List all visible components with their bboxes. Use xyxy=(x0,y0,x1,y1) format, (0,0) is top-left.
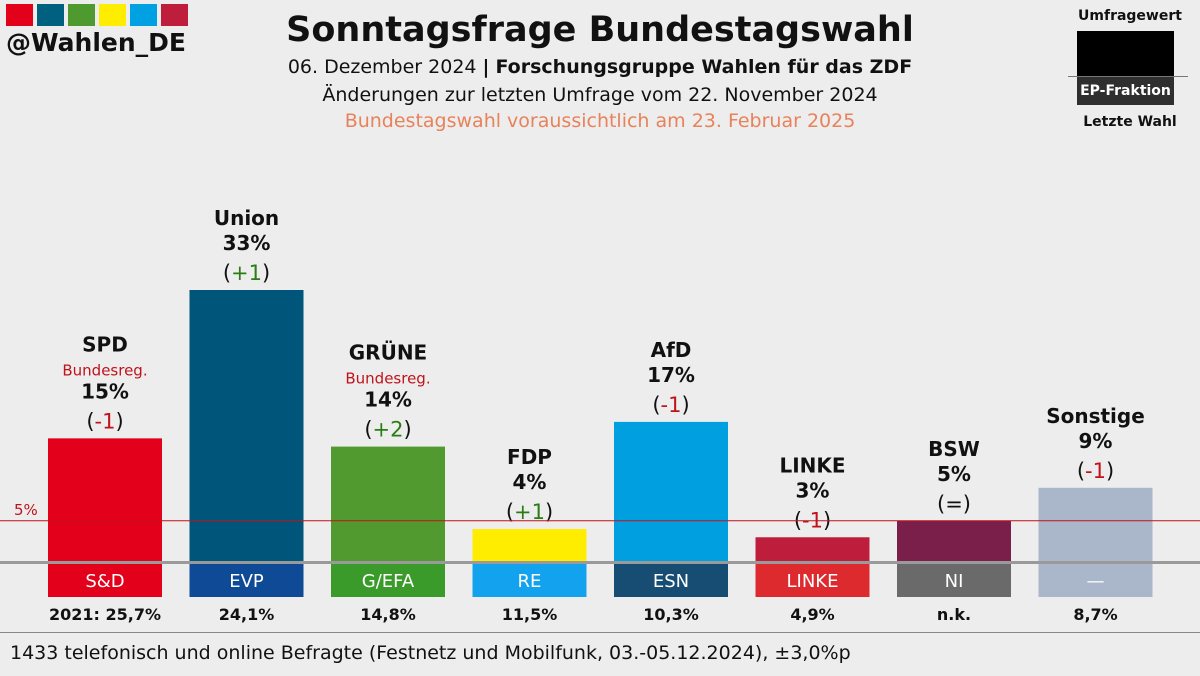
party-label-2: GRÜNE xyxy=(349,341,427,365)
value-label-3: 4% xyxy=(513,470,547,494)
legend-poll-value-swatch xyxy=(1077,31,1174,77)
ep-box-2 xyxy=(331,564,445,597)
change-label-5: (-1) xyxy=(794,508,831,532)
last-election-5: 4,9% xyxy=(790,605,834,624)
ep-box-5 xyxy=(755,564,870,597)
gov-label-2: Bundesreg. xyxy=(345,370,430,388)
legend-last-election-label: Letzte Wahl xyxy=(1083,114,1177,130)
party-label-1: Union xyxy=(214,206,279,230)
last-election-3: 11,5% xyxy=(502,605,558,624)
change-label-6: (=) xyxy=(937,492,971,516)
ep-box-3 xyxy=(472,564,587,597)
ep-box-6 xyxy=(897,564,1011,597)
change-label-4: (-1) xyxy=(652,393,689,417)
party-label-7: Sonstige xyxy=(1046,404,1145,428)
bar-3 xyxy=(472,529,587,562)
value-label-5: 3% xyxy=(796,478,830,502)
legend-baseline xyxy=(1068,76,1188,77)
value-label-2: 14% xyxy=(364,388,412,412)
change-label-7: (-1) xyxy=(1077,459,1114,483)
bar-7 xyxy=(1038,487,1153,562)
legend-poll-value-label: Umfragewert xyxy=(1078,8,1182,24)
poll-date: 06. Dezember 2024 xyxy=(287,56,477,78)
bar-2 xyxy=(331,446,445,562)
party-label-4: AfD xyxy=(651,338,692,362)
last-election-6: n.k. xyxy=(937,605,971,624)
party-label-0: SPD xyxy=(82,332,128,356)
election-note: Bundestagswahl voraussichtlich am 23. Fe… xyxy=(344,110,856,132)
ep-label-4: ESN xyxy=(653,571,689,592)
brand-swatch-5 xyxy=(161,4,188,26)
ep-label-0: S&D xyxy=(85,571,124,592)
change-label-2: (+2) xyxy=(364,418,411,442)
last-election-7: 8,7% xyxy=(1073,605,1117,624)
legend-ep-group-swatch: EP-Fraktion xyxy=(1077,77,1174,105)
threshold-label: 5% xyxy=(14,501,38,519)
brand-swatch-4 xyxy=(130,4,157,26)
last-election-0: 2021: 25,7% xyxy=(49,605,161,624)
value-label-0: 15% xyxy=(81,379,129,403)
changes-note: Änderungen zur letzten Umfrage vom 22. N… xyxy=(322,84,878,106)
value-label-1: 33% xyxy=(223,231,271,255)
chart-baseline xyxy=(0,561,1200,564)
bar-6 xyxy=(897,520,1011,562)
last-election-1: 24,1% xyxy=(219,605,275,624)
brand-swatch-2 xyxy=(68,4,95,26)
value-label-6: 5% xyxy=(937,462,971,486)
ep-label-5: LINKE xyxy=(787,571,839,592)
bar-4 xyxy=(614,421,728,562)
pollster-name: Forschungsgruppe Wahlen für das ZDF xyxy=(495,56,913,78)
ep-box-1 xyxy=(189,564,304,597)
last-election-2: 14,8% xyxy=(360,605,416,624)
ep-label-2: G/EFA xyxy=(362,571,415,592)
ep-label-3: RE xyxy=(518,571,542,592)
footer-divider xyxy=(0,632,1200,633)
brand-swatch-0 xyxy=(6,4,33,26)
source-separator: | xyxy=(482,56,490,78)
brand-handle: @Wahlen_DE xyxy=(6,28,187,57)
chart-title: Sonntagsfrage Bundestagswahl xyxy=(286,10,914,50)
change-label-3: (+1) xyxy=(506,500,553,524)
brand-swatch-3 xyxy=(99,4,126,26)
bar-5 xyxy=(755,537,870,562)
change-label-1: (+1) xyxy=(223,261,270,285)
brand-color-strip xyxy=(6,4,188,26)
value-label-7: 9% xyxy=(1079,429,1113,453)
brand-swatch-1 xyxy=(37,4,64,26)
party-label-6: BSW xyxy=(928,437,980,461)
ep-label-1: EVP xyxy=(229,571,264,592)
ep-box-7 xyxy=(1038,564,1153,597)
gov-label-0: Bundesreg. xyxy=(62,361,147,379)
poll-source-line: 06. Dezember 2024 | Forschungsgruppe Wahle… xyxy=(0,56,1200,78)
last-election-4: 10,3% xyxy=(643,605,699,624)
bar-1 xyxy=(189,290,304,562)
footer-note: 1433 telefonisch und online Befragte (Fe… xyxy=(10,642,851,664)
ep-box-0 xyxy=(48,564,162,597)
party-label-5: LINKE xyxy=(779,453,845,477)
ep-label-6: NI xyxy=(945,571,964,592)
bar-0 xyxy=(48,438,162,562)
ep-label-7: — xyxy=(1087,571,1105,592)
ep-box-4 xyxy=(614,564,728,597)
party-label-3: FDP xyxy=(507,445,552,469)
change-label-0: (-1) xyxy=(86,409,123,433)
value-label-4: 17% xyxy=(647,363,695,387)
